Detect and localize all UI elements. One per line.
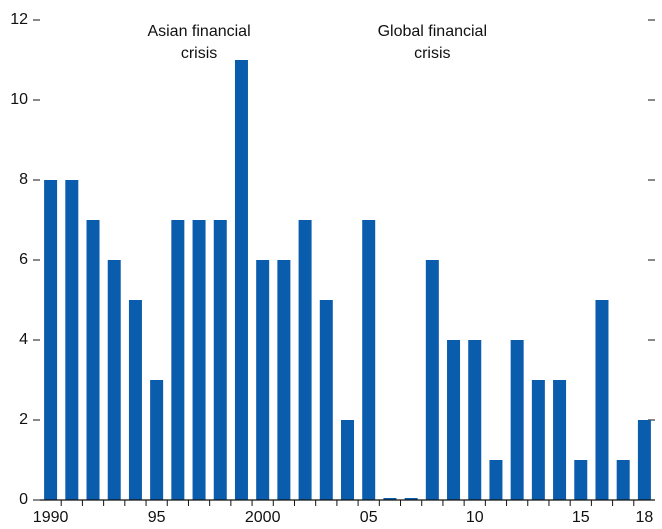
bar [531, 380, 545, 500]
bar [341, 420, 354, 500]
bar [404, 498, 418, 500]
annotation: crisis [181, 45, 217, 62]
bar [616, 460, 630, 500]
annotation: crisis [414, 45, 450, 62]
bar [298, 220, 312, 500]
bar [234, 60, 248, 500]
y-tick-label: 4 [19, 331, 28, 348]
y-tick-label: 0 [19, 491, 28, 508]
bar [107, 260, 121, 500]
annotation: Asian financial [147, 23, 250, 40]
annotation: Global financial [378, 23, 487, 40]
bar [128, 300, 142, 500]
bar [277, 260, 291, 500]
bar [171, 220, 185, 500]
bar [425, 260, 439, 500]
bar [637, 420, 651, 500]
y-tick-label: 12 [10, 11, 28, 28]
x-tick-label: 2000 [245, 509, 281, 526]
bar [468, 340, 482, 500]
x-tick-label: 95 [148, 509, 166, 526]
bar [362, 220, 376, 500]
x-tick-label: 15 [572, 509, 590, 526]
bar [86, 220, 100, 500]
bar [510, 340, 524, 500]
bar [150, 380, 164, 500]
bar [447, 340, 461, 500]
bar [574, 460, 588, 500]
x-tick-label: 05 [360, 509, 378, 526]
y-tick-label: 10 [10, 91, 28, 108]
bar [65, 180, 79, 500]
bar [44, 180, 58, 500]
y-tick-label: 8 [19, 171, 28, 188]
y-tick-label: 2 [19, 411, 28, 428]
bar [192, 220, 206, 500]
bar [319, 300, 333, 500]
bar [489, 460, 503, 500]
x-tick-label: 18 [635, 509, 653, 526]
bar [595, 300, 609, 500]
bar [553, 380, 567, 500]
bar [256, 260, 270, 500]
x-tick-label: 1990 [33, 509, 69, 526]
y-tick-label: 6 [19, 251, 28, 268]
bar [213, 220, 227, 500]
bar [383, 498, 397, 500]
x-tick-label: 10 [466, 509, 484, 526]
